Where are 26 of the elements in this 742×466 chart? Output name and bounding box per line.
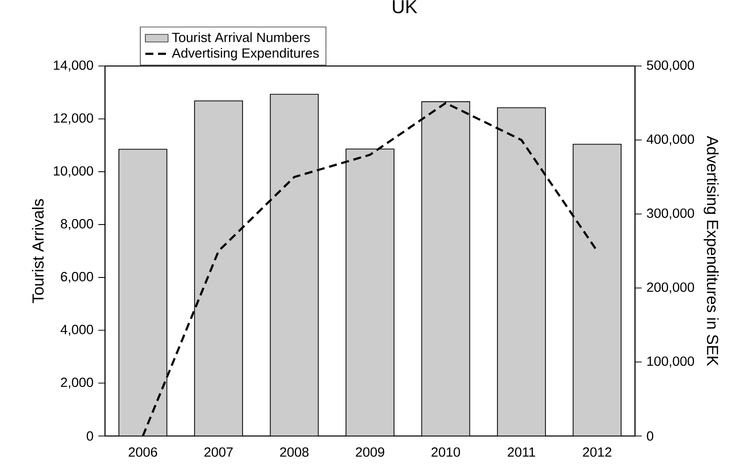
y-tick-label: 6,000 (60, 272, 94, 283)
y-tick-label: 0 (86, 431, 94, 441)
y2-tick-label: 500,000 (646, 60, 694, 72)
y2-tick-label: 300,000 (646, 208, 694, 220)
y2-tick-label: 200,000 (647, 282, 694, 294)
y-tick-label: 14,000 (54, 60, 94, 72)
y2-tick-label: 0 (646, 431, 654, 441)
x-tick-label: 2011 (508, 447, 536, 457)
y-axis-title: Tourist Arrivals (32, 199, 44, 304)
y-tick-label: 10,000 (54, 166, 94, 178)
y-tick-label: 12,000 (54, 113, 94, 124)
y-tick-label: 8,000 (60, 219, 94, 230)
y-tick-label: 4,000 (60, 324, 94, 336)
x-tick-label: 2009 (356, 447, 384, 457)
x-tick-label: 2010 (432, 447, 460, 457)
chart-title: UK (392, 0, 418, 14)
y-tick-label: 2,000 (60, 378, 94, 389)
y2-tick-label: 100,000 (647, 356, 694, 368)
y2-axis-title: Advertising Expenditures in SEK (704, 136, 719, 366)
x-tick-label: 2006 (128, 447, 158, 457)
legend-label: Tourist Arrival Numbers (172, 32, 310, 42)
legend-label: Advertising Expenditures (172, 48, 319, 60)
x-tick-label: 2008 (280, 447, 309, 457)
x-tick-label: 2012 (582, 447, 612, 457)
y2-tick-label: 400,000 (646, 134, 694, 146)
x-tick-label: 2007 (204, 447, 233, 457)
